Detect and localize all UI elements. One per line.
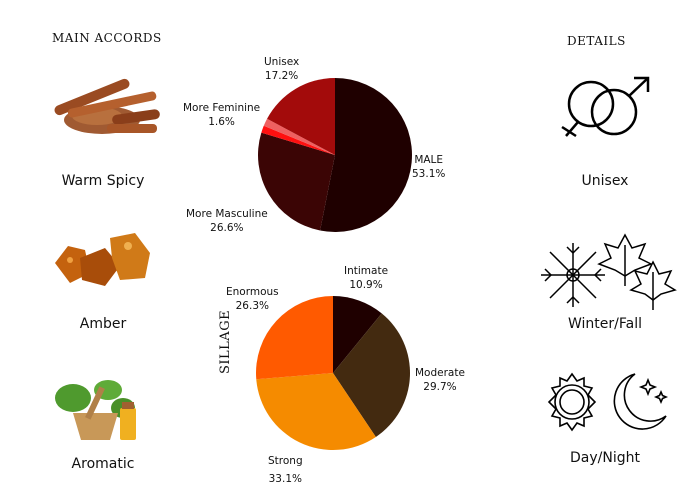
pie-label-strong: Strong 33.1% [268, 455, 303, 485]
pie-slice-more-masculine [257, 132, 335, 231]
pie-slice-more-feminine [263, 118, 335, 155]
pie-slice-moderate [333, 313, 411, 437]
cinnamon-image [54, 78, 160, 134]
pie-slice-enormous [256, 296, 333, 380]
pie-label-moderate: Moderate 29.7% [415, 367, 465, 393]
pie-slice-unlabeled-2 [261, 125, 335, 155]
gender-symbols-icon [561, 76, 650, 138]
pie-slice-intimate [333, 296, 382, 373]
accord-warm-spicy: Warm Spicy [61, 173, 145, 189]
pie-label-unisex: Unisex 17.2% [264, 56, 300, 82]
pie-label-male: MALE 53.1% [412, 154, 446, 180]
sun-moon-icon [547, 372, 669, 432]
detail-unisex: Unisex [581, 173, 629, 189]
accord-amber: Amber [79, 316, 127, 332]
amber-image [55, 233, 150, 286]
herbs-image [55, 380, 136, 440]
pie-slice-male [320, 78, 412, 232]
pie-slice-strong [256, 373, 376, 450]
details-title: DETAILS [567, 34, 626, 48]
pie-label-intimate: Intimate 10.9% [344, 265, 389, 291]
pie-label-more-masculine: More Masculine 26.6% [186, 208, 268, 234]
pie-label-more-feminine: More Feminine 1.6% [183, 102, 261, 128]
pie-label-enormous: Enormous 26.3% [226, 286, 279, 312]
snowflake-leaves-icon [541, 233, 677, 310]
main-accords-title: MAIN ACCORDS [52, 31, 162, 45]
detail-day-night: Day/Night [570, 450, 640, 466]
pie-slice-unisex [267, 78, 335, 155]
detail-winter-fall: Winter/Fall [568, 316, 642, 332]
accord-aromatic: Aromatic [71, 456, 135, 472]
